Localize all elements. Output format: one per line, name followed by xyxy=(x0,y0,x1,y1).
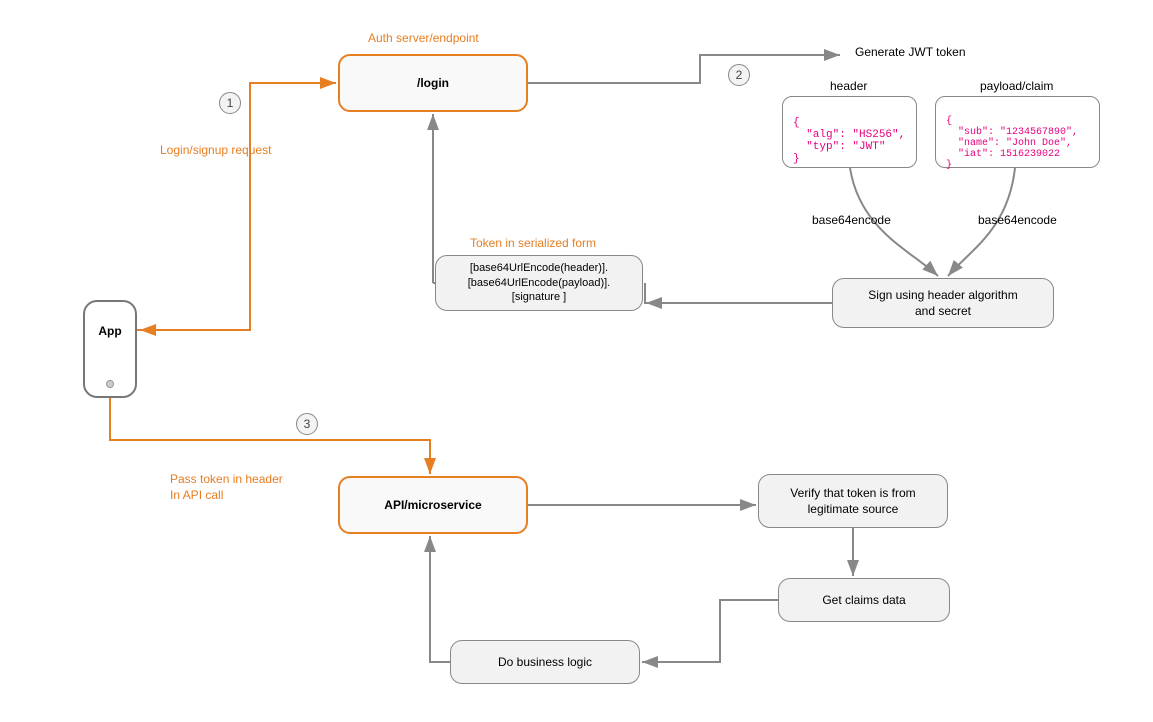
app-phone: App xyxy=(83,300,137,398)
generate-jwt-label: Generate JWT token xyxy=(855,44,966,60)
api-node: API/microservice xyxy=(338,476,528,534)
login-node: /login xyxy=(338,54,528,112)
payload-label: payload/claim xyxy=(980,78,1053,94)
auth-server-title: Auth server/endpoint xyxy=(368,30,479,46)
sign-box: Sign using header algorithm and secret xyxy=(832,278,1054,328)
step-3-badge: 3 xyxy=(296,413,318,435)
phone-home-button-icon xyxy=(106,380,114,388)
step-1-badge: 1 xyxy=(219,92,241,114)
edge-login-to-generate xyxy=(528,55,840,83)
edge-business-to-api xyxy=(430,536,450,662)
edge-sign-to-token-connector xyxy=(645,283,832,303)
edge-app-to-login xyxy=(137,83,336,330)
app-label: App xyxy=(98,324,121,338)
claims-box: Get claims data xyxy=(778,578,950,622)
login-label: /login xyxy=(417,75,449,91)
payload-code-box: { "sub": "1234567890", "name": "John Doe… xyxy=(935,96,1100,168)
token-box: [base64UrlEncode(header)]. [base64UrlEnc… xyxy=(435,255,643,311)
edge-claims-to-business xyxy=(642,600,778,662)
diagram-canvas: App /login Auth server/endpoint 1 2 3 Lo… xyxy=(0,0,1153,722)
header-label: header xyxy=(830,78,867,94)
header-code-box: { "alg": "HS256", "typ": "JWT" } xyxy=(782,96,917,168)
token-serialized-title: Token in serialized form xyxy=(470,235,596,251)
step-2-badge: 2 xyxy=(728,64,750,86)
login-request-label: Login/signup request xyxy=(160,142,271,158)
b64-right-label: base64encode xyxy=(978,212,1057,228)
verify-box: Verify that token is from legitimate sou… xyxy=(758,474,948,528)
b64-left-label: base64encode xyxy=(812,212,891,228)
pass-token-label: Pass token in header In API call xyxy=(170,455,283,504)
business-box: Do business logic xyxy=(450,640,640,684)
